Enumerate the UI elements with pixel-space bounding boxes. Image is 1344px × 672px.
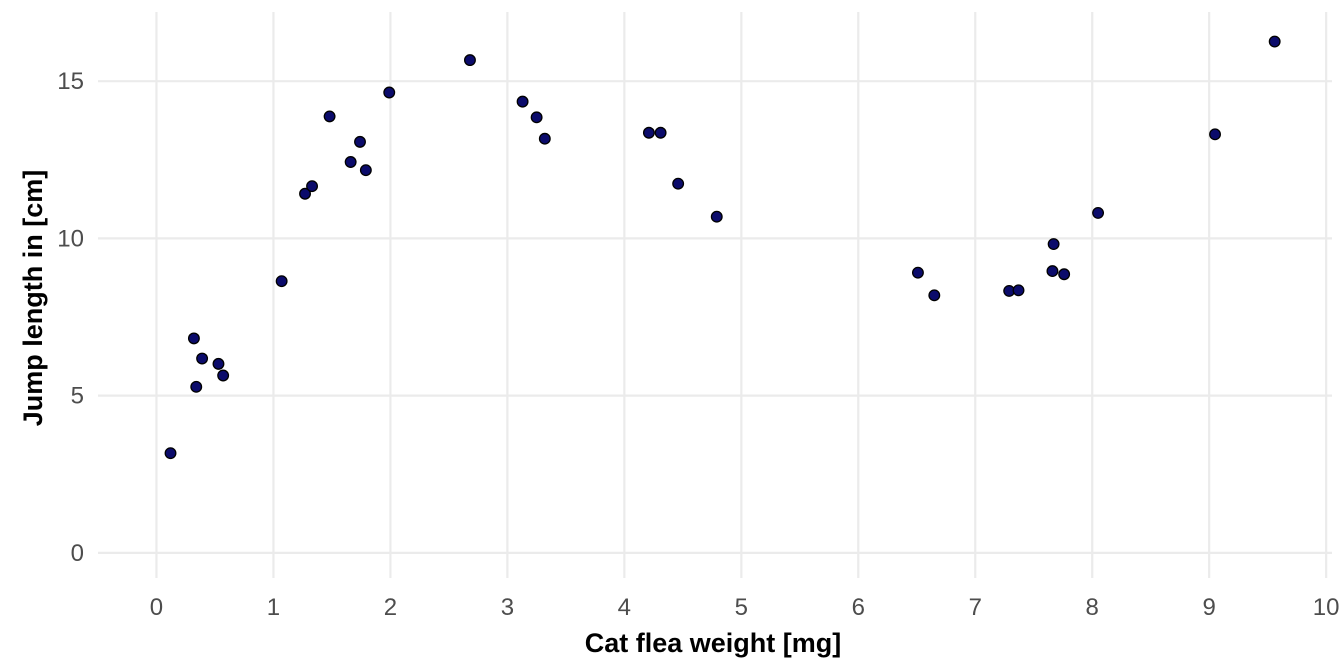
data-point bbox=[1012, 284, 1025, 297]
data-point bbox=[275, 275, 288, 288]
data-point bbox=[383, 86, 396, 99]
data-points bbox=[164, 35, 1281, 460]
y-tick-label: 15 bbox=[57, 68, 84, 95]
y-tick-label: 10 bbox=[57, 225, 84, 252]
data-point bbox=[344, 156, 357, 168]
data-point bbox=[654, 126, 667, 139]
data-point bbox=[217, 369, 230, 382]
data-point bbox=[530, 111, 543, 124]
y-tick-labels: 0 5 10 15 bbox=[57, 68, 84, 567]
data-point bbox=[164, 447, 177, 460]
data-point bbox=[299, 187, 311, 200]
data-point bbox=[911, 266, 924, 279]
data-point bbox=[354, 135, 366, 148]
x-axis-title: Cat flea weight [mg] bbox=[585, 628, 842, 658]
data-point bbox=[323, 110, 336, 123]
grid bbox=[98, 12, 1332, 578]
data-point bbox=[1047, 238, 1060, 251]
data-point bbox=[187, 332, 200, 345]
x-tick-label: 4 bbox=[618, 594, 631, 621]
x-tick-label: 6 bbox=[852, 594, 865, 621]
y-axis-title: Jump length in [cm] bbox=[18, 170, 48, 427]
data-point bbox=[538, 132, 551, 145]
x-tick-label: 1 bbox=[267, 594, 280, 621]
data-point bbox=[516, 95, 529, 108]
x-tick-label: 8 bbox=[1086, 594, 1099, 621]
data-point bbox=[196, 352, 209, 365]
x-tick-label: 5 bbox=[735, 594, 748, 621]
data-point bbox=[464, 54, 476, 67]
data-point bbox=[212, 357, 225, 370]
x-tick-label: 9 bbox=[1203, 594, 1216, 621]
y-tick-label: 5 bbox=[71, 383, 84, 410]
data-point bbox=[642, 126, 655, 139]
x-tick-label: 3 bbox=[501, 594, 514, 621]
data-point bbox=[710, 210, 723, 223]
data-point bbox=[672, 177, 685, 190]
data-point bbox=[1268, 35, 1281, 48]
data-point bbox=[306, 180, 318, 193]
y-tick-label: 0 bbox=[71, 540, 84, 567]
data-point bbox=[190, 380, 203, 393]
data-point bbox=[1058, 268, 1071, 281]
x-tick-label: 0 bbox=[150, 594, 163, 621]
data-point bbox=[1092, 206, 1105, 219]
x-tick-label: 7 bbox=[969, 594, 982, 621]
data-point bbox=[359, 164, 372, 177]
data-point bbox=[1046, 265, 1059, 278]
x-tick-label: 2 bbox=[384, 594, 397, 621]
data-point bbox=[1209, 128, 1221, 141]
data-point bbox=[928, 289, 941, 302]
x-tick-label: 10 bbox=[1313, 594, 1340, 621]
x-tick-labels: 0 1 2 3 4 5 6 7 8 9 10 bbox=[150, 594, 1340, 621]
